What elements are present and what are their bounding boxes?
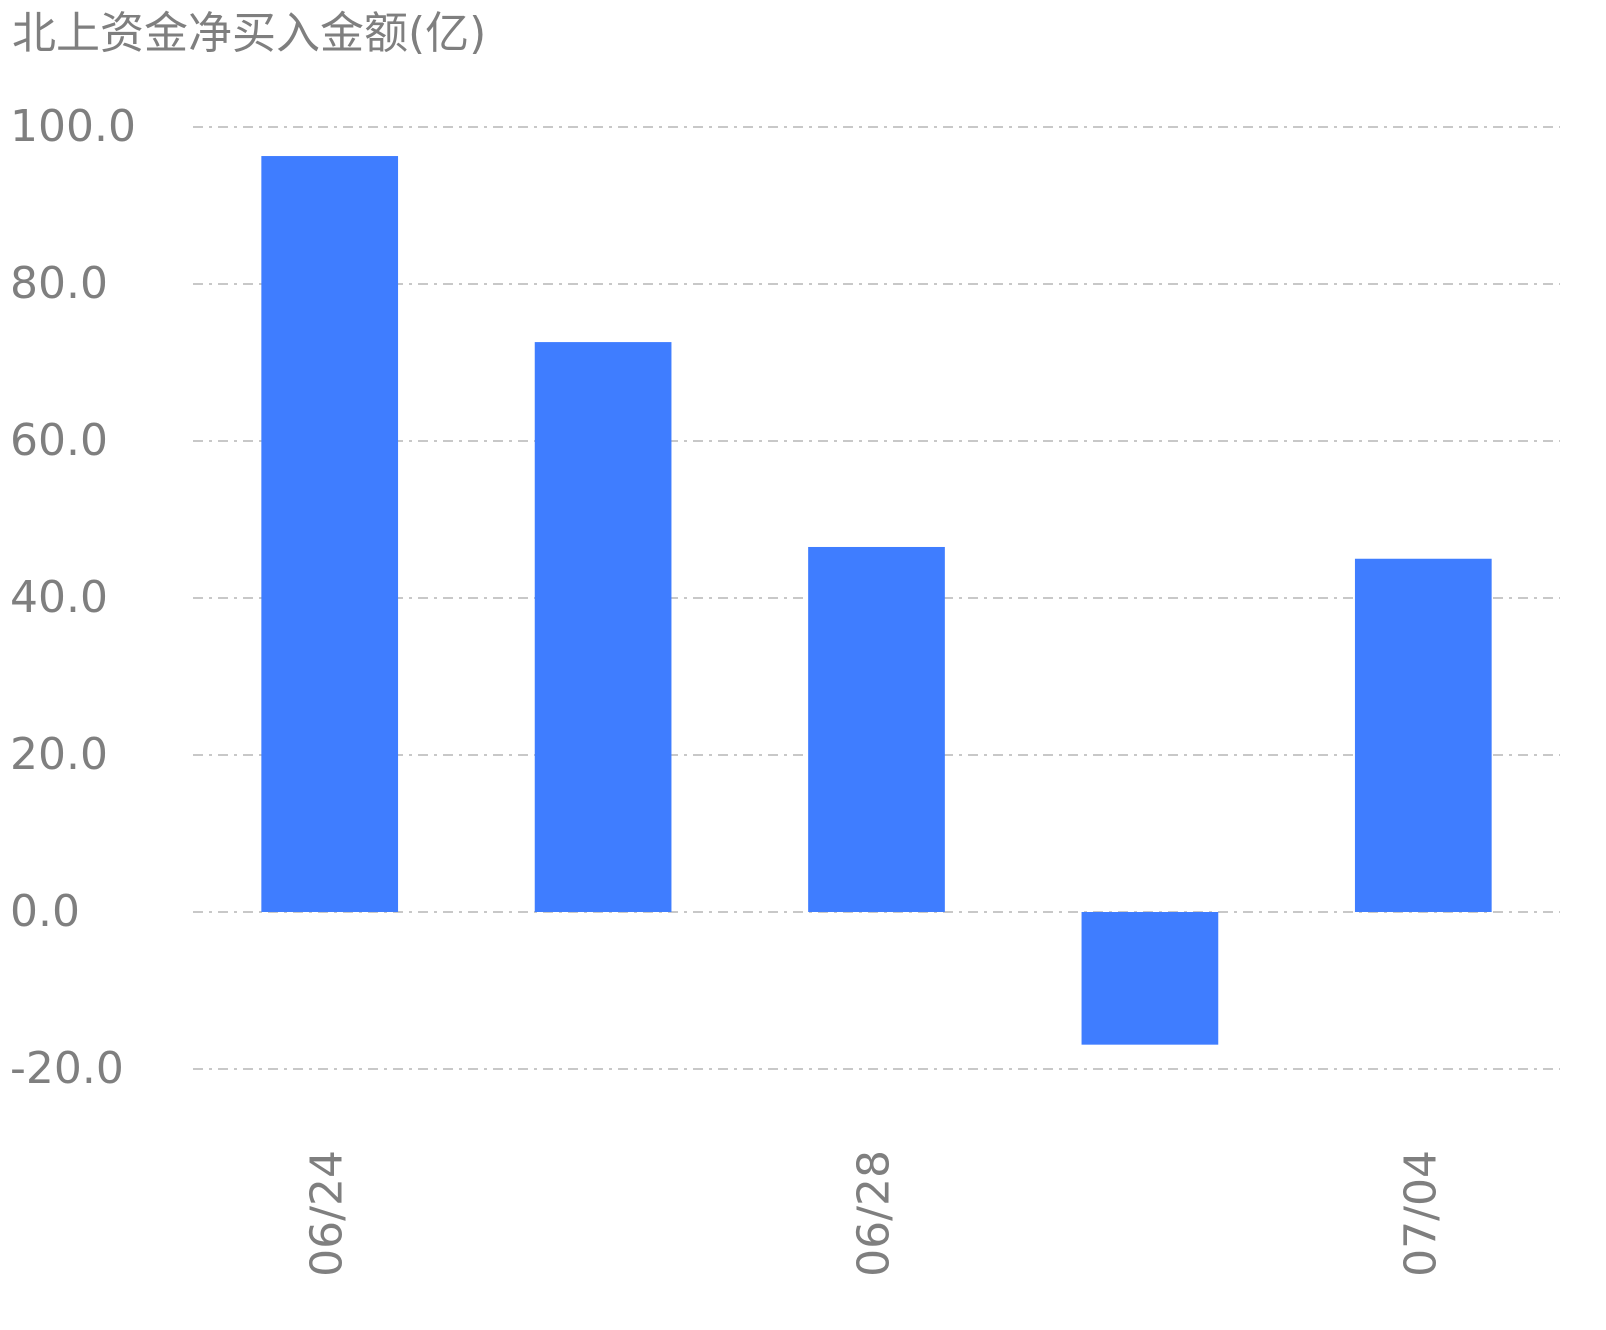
- y-tick-label: -20.0: [10, 1043, 124, 1094]
- x-tick-label: 06/24: [302, 1150, 353, 1277]
- bar: [1081, 912, 1219, 1045]
- x-tick-label: 07/04: [1395, 1150, 1446, 1277]
- y-tick-label: 40.0: [10, 572, 108, 623]
- x-tick-label: 06/28: [849, 1150, 900, 1277]
- bar: [1354, 558, 1492, 912]
- bar: [261, 156, 399, 913]
- y-tick-label: 80.0: [10, 258, 108, 309]
- bar: [534, 342, 672, 913]
- bar: [808, 546, 945, 912]
- y-tick-label: 0.0: [10, 886, 80, 937]
- y-tick-label: 60.0: [10, 415, 108, 466]
- y-tick-label: 100.0: [10, 101, 136, 152]
- y-tick-label: 20.0: [10, 729, 108, 780]
- chart-title: 北上资金净买入金额(亿): [12, 8, 486, 59]
